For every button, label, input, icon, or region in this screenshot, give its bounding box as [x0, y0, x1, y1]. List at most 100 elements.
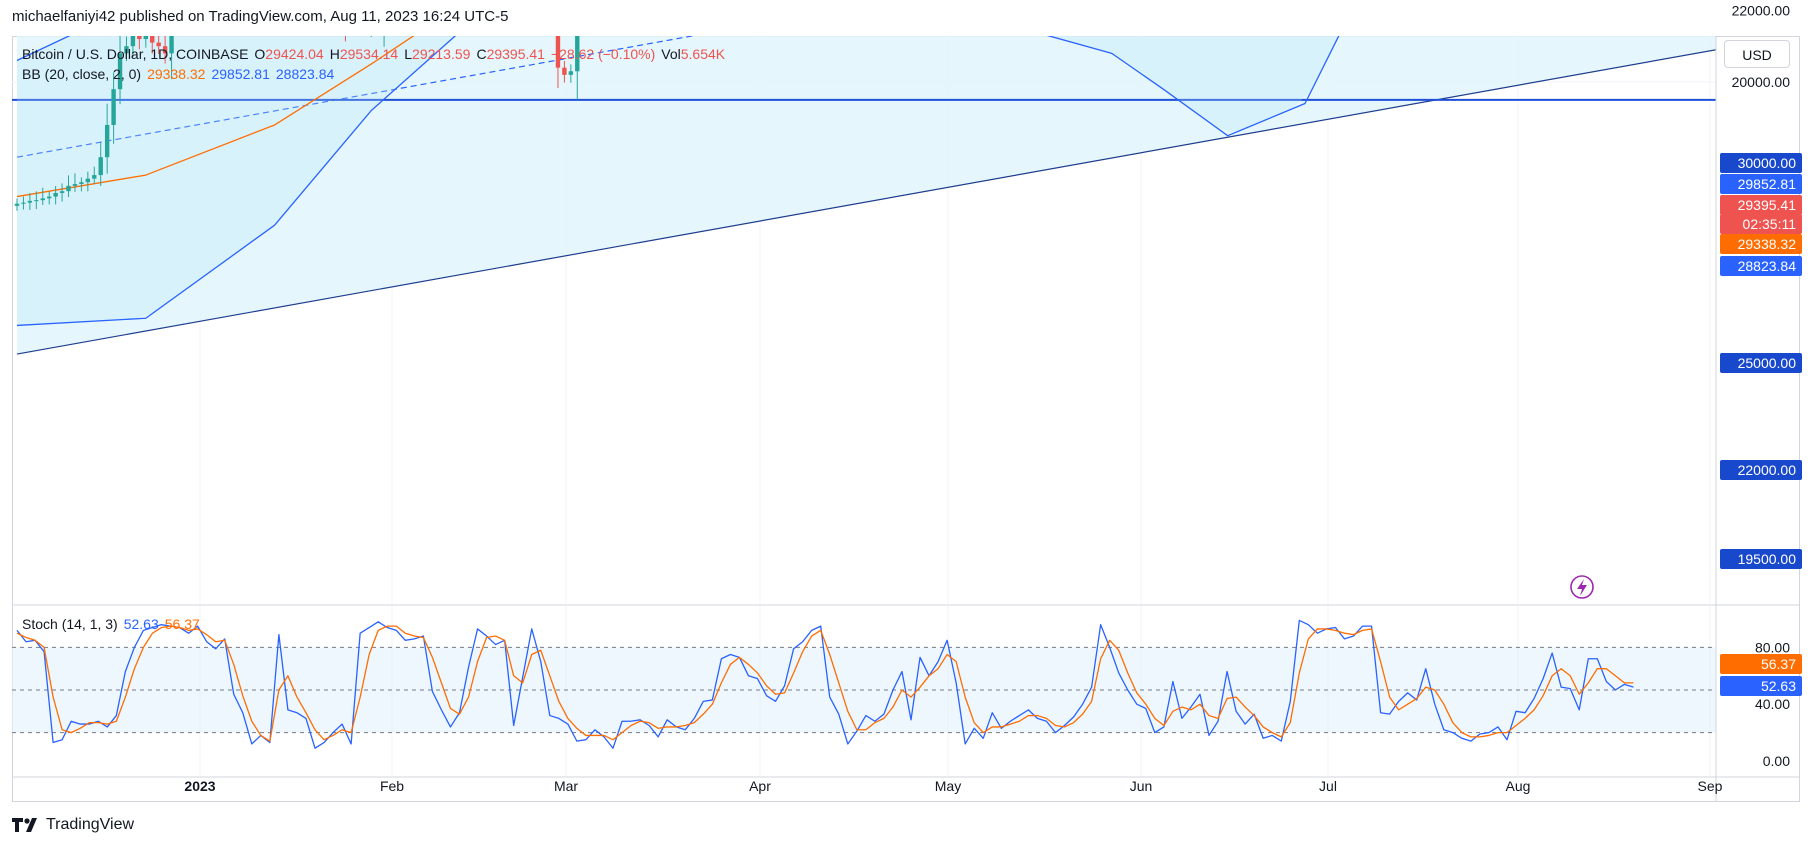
channel-fill: [17, 36, 1716, 355]
close-value: 29395.41: [486, 46, 545, 62]
stoch-tag-bg: [1720, 676, 1802, 696]
time-tick-label: 2023: [184, 778, 215, 794]
candle: [582, 0, 586, 29]
candle: [53, 185, 58, 205]
footer-brand: TradingView: [46, 816, 135, 833]
candle: [169, 36, 174, 80]
candles: [14, 0, 586, 211]
candle: [350, 4, 354, 27]
candle: [150, 36, 155, 54]
price-tag-last-price: 29395.41: [1720, 195, 1802, 215]
close-label: C: [476, 46, 487, 62]
candle-body: [156, 42, 161, 47]
price-tag-bb-basis: 29338.32: [1720, 234, 1802, 254]
stoch-pane: [12, 606, 1716, 776]
candle: [459, 0, 463, 1]
candle: [98, 142, 103, 186]
candle-body: [363, 18, 367, 25]
time-tick-label: Apr: [749, 778, 771, 794]
stoch-tag-text: 52.63: [1761, 678, 1796, 694]
candle: [344, 36, 346, 42]
bb-upper-value: 29852.81: [211, 66, 270, 82]
candle: [47, 191, 52, 205]
publisher-header: michaelfaniyi42 published on TradingView…: [12, 8, 509, 25]
candle: [511, 0, 515, 2]
candle-body: [34, 200, 39, 202]
candle: [363, 5, 367, 34]
candle: [562, 60, 567, 83]
candle-body: [143, 36, 148, 40]
candle: [530, 0, 534, 10]
candle-body: [575, 36, 580, 72]
channel-lower-line: [16, 49, 1716, 355]
bb-name[interactable]: BB (20, close, 2, 0): [22, 66, 142, 82]
time-tick-label: Jul: [1319, 778, 1337, 794]
candle-body: [162, 46, 168, 54]
candle: [156, 36, 161, 55]
candle-body: [40, 198, 45, 201]
candle: [14, 198, 20, 211]
candle-body: [92, 175, 97, 179]
price-tag-bg: [1720, 214, 1802, 234]
lightning-icon: [1570, 575, 1594, 599]
candle-body: [169, 36, 174, 54]
price-tag-level: 25000.00: [1720, 353, 1802, 373]
stoch-name[interactable]: Stoch (14, 1, 3): [22, 616, 118, 632]
low-label: L: [404, 46, 413, 62]
candle-body: [14, 203, 20, 206]
candle: [66, 175, 71, 198]
candle: [568, 64, 574, 83]
volume-label: Vol: [661, 46, 681, 62]
stoch-tag-bg: [1720, 654, 1802, 674]
candle: [162, 36, 168, 64]
candle-body: [21, 202, 26, 204]
candle-body: [98, 157, 103, 176]
stoch-tag-text: 56.37: [1761, 656, 1796, 672]
candle: [524, 0, 528, 13]
price-tag-level: 30000.00: [1720, 153, 1802, 173]
symbol-legend: Bitcoin / U.S. Dollar, 1D, COINBASE O2942…: [22, 46, 731, 62]
candle: [375, 2, 379, 24]
price-tag-bb-lower: 28823.84: [1720, 256, 1802, 276]
candle-body: [130, 36, 136, 47]
stoch-value-tag: 56.37: [1720, 654, 1802, 674]
candle-body: [66, 185, 71, 192]
stoch-k-value: 52.63: [123, 616, 159, 632]
candle-body: [111, 89, 116, 125]
candle: [504, 0, 508, 4]
candle: [356, 8, 360, 28]
open-value: 29424.04: [265, 46, 324, 62]
lightning-circle: [1570, 575, 1594, 599]
candle-body: [124, 46, 129, 54]
candle-body: [549, 3, 553, 14]
bb-legend: BB (20, close, 2, 0) 29338.32 29852.81 2882…: [22, 66, 340, 82]
price-tag-text: 02:35:11: [1743, 216, 1797, 232]
candle-body: [562, 67, 567, 75]
candle: [130, 36, 136, 58]
candle: [111, 72, 116, 144]
candle-body: [530, 0, 534, 3]
stoch-tick-label: 40.00: [1755, 696, 1790, 712]
candle: [72, 173, 78, 192]
candle: [59, 183, 65, 202]
candle-body: [137, 36, 142, 40]
stoch-d-value: 56.37: [164, 616, 200, 632]
candle-body: [104, 124, 110, 158]
price-tag-text: 29338.32: [1738, 236, 1797, 252]
symbol-name[interactable]: Bitcoin / U.S. Dollar, 1D, COINBASE: [22, 46, 249, 62]
price-tag-bg: [1720, 153, 1802, 173]
candle: [79, 177, 84, 192]
candle-body: [382, 0, 386, 18]
candle-body: [536, 0, 540, 7]
lightning-bolt: [1577, 579, 1587, 596]
price-tag-bg: [1720, 174, 1802, 194]
stoch-tick-label: 0.00: [1763, 753, 1790, 769]
candle: [549, 0, 553, 25]
time-tick-label: Mar: [554, 778, 578, 794]
currency-button[interactable]: USD: [1724, 40, 1790, 68]
low-value: 29213.59: [412, 46, 471, 62]
price-tag-bg: [1720, 256, 1802, 276]
price-tag-text: 29852.81: [1738, 176, 1797, 192]
candle-body: [524, 0, 528, 3]
